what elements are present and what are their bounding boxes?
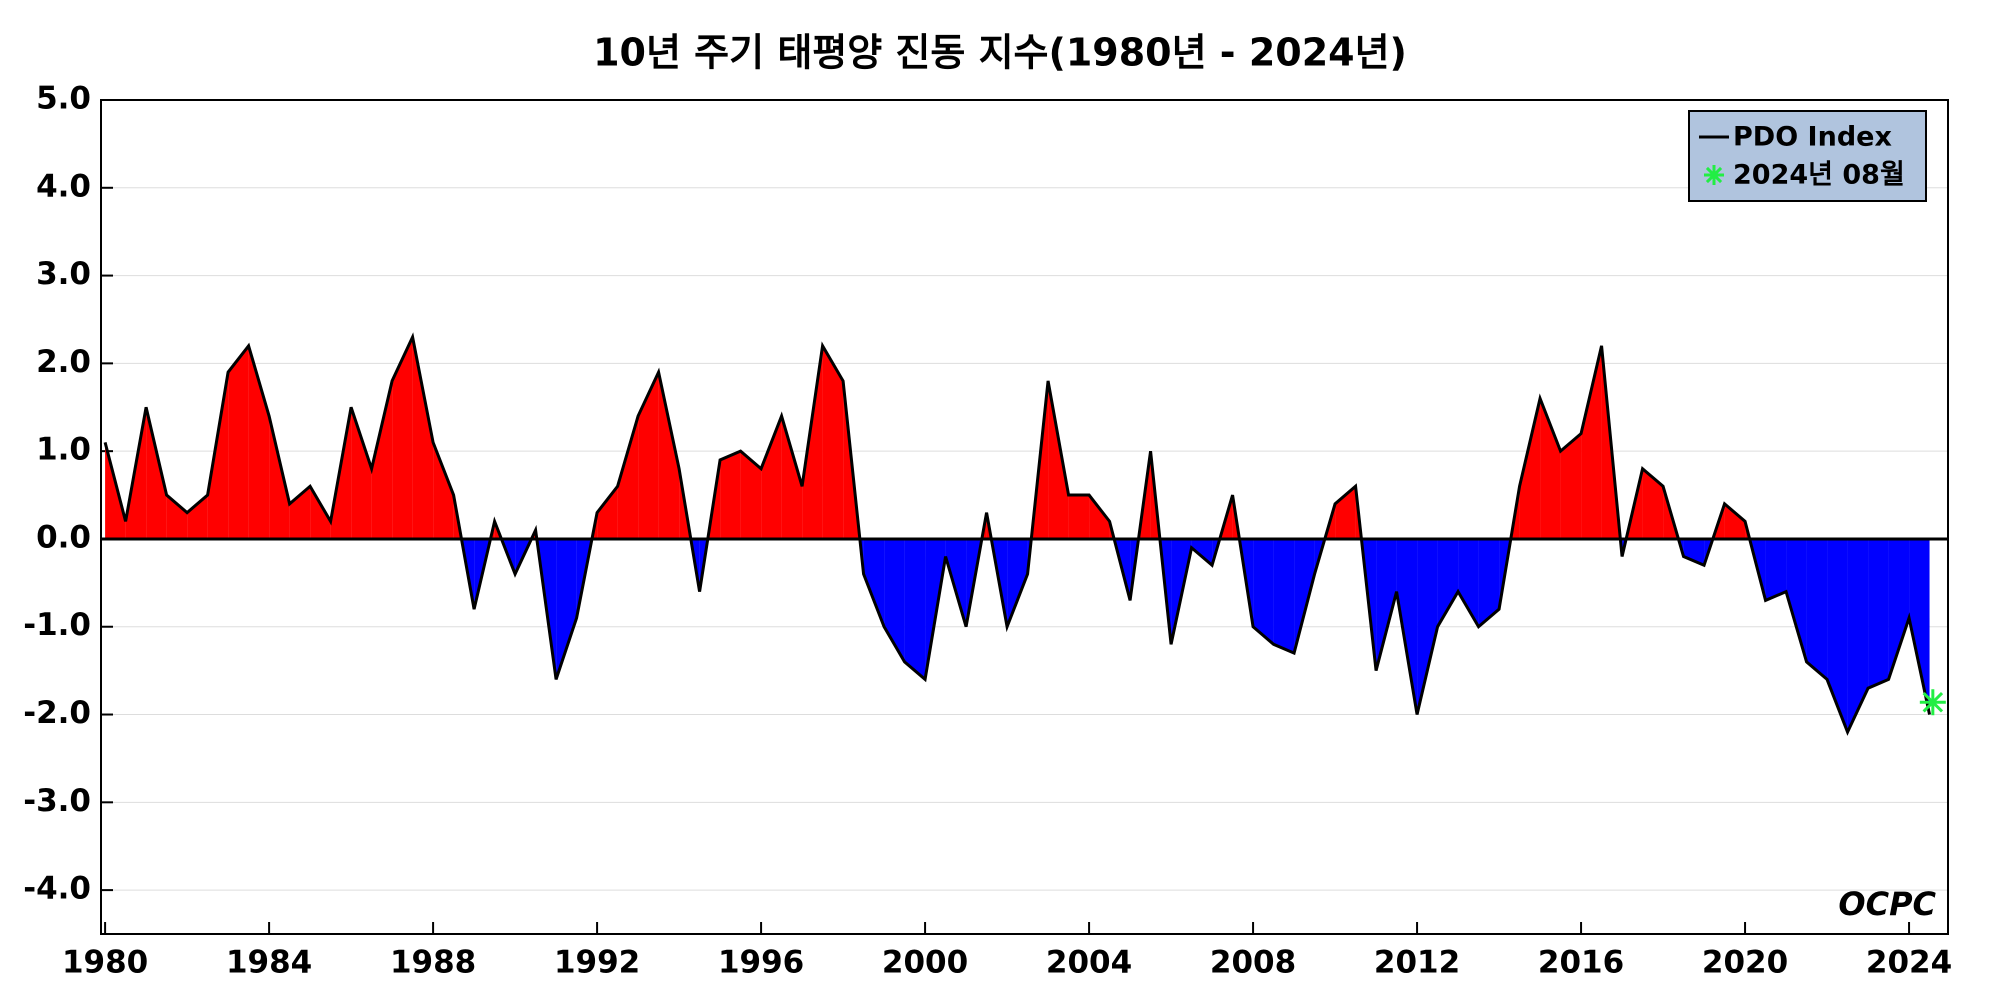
- y-tick-label: -2.0: [23, 695, 91, 731]
- area-segment: [1048, 380, 1069, 539]
- area-segment: [1683, 538, 1705, 566]
- area-segment: [310, 486, 331, 539]
- area-segment: [1396, 538, 1418, 715]
- area-segment: [351, 407, 372, 539]
- area-segment: [1519, 398, 1541, 539]
- legend-star: [1704, 165, 1724, 185]
- area-segment: [228, 345, 249, 539]
- area-segment: [1417, 538, 1438, 715]
- x-tick-label: 2024: [1866, 945, 1952, 981]
- x-tick-label: 2016: [1538, 945, 1624, 981]
- area-segment: [1294, 538, 1315, 654]
- area-segment: [1540, 398, 1561, 539]
- area-segment: [1847, 538, 1869, 733]
- area-segment: [761, 416, 782, 539]
- x-tick-label: 2000: [882, 945, 968, 981]
- legend-label: 2024년 08월: [1733, 160, 1905, 191]
- y-tick-label: 4.0: [36, 168, 91, 204]
- area-segment: [1827, 538, 1848, 733]
- index-line: [103, 332, 1932, 736]
- area-segment: [207, 372, 229, 539]
- area-segment: [1909, 538, 1930, 715]
- y-tick-label: 3.0: [36, 256, 91, 292]
- area-segment: [1786, 538, 1807, 662]
- plot-frame: [100, 99, 1949, 935]
- area-segment: [187, 495, 208, 539]
- area-segment: [1253, 538, 1274, 645]
- area-segment: [166, 495, 188, 539]
- area-segment: [822, 345, 844, 539]
- area-segment: [1724, 503, 1746, 539]
- x-tick-label: 1992: [554, 945, 640, 981]
- y-tick-label: 5.0: [36, 81, 91, 117]
- x-tick-label: 1988: [390, 945, 476, 981]
- area-segment: [1007, 538, 1028, 627]
- area-segment: [371, 380, 393, 539]
- x-tick-label: 1980: [62, 945, 148, 981]
- area-segment: [1089, 495, 1110, 539]
- area-segment: [802, 345, 823, 539]
- chart-title: 10년 주기 태평양 진동 지수(1980년 - 2024년): [593, 31, 1407, 75]
- area-segment: [1478, 538, 1500, 627]
- area-segment: [556, 538, 577, 680]
- area-segment: [904, 538, 926, 680]
- star-stroke: [1922, 691, 1944, 713]
- y-tick-label: -4.0: [23, 871, 91, 907]
- area-segment: [248, 345, 270, 539]
- x-tick-label: 1996: [718, 945, 804, 981]
- area-segment: [597, 486, 618, 539]
- area-segment: [1560, 433, 1582, 539]
- area-segment: [146, 407, 167, 539]
- x-tick-label: 1984: [226, 945, 312, 981]
- y-tick-label: -1.0: [23, 607, 91, 643]
- latest-marker: [1919, 689, 1946, 716]
- area-segment: [1581, 345, 1602, 539]
- area-segment: [781, 416, 803, 539]
- legend-label: PDO Index: [1733, 122, 1892, 153]
- area-segment: [638, 372, 659, 539]
- star-stroke: [1705, 166, 1723, 184]
- area-segment: [412, 337, 434, 539]
- y-tick-label: 0.0: [36, 519, 91, 555]
- area-segment: [269, 416, 290, 539]
- area-segment: [658, 372, 680, 539]
- area-segment: [1376, 538, 1397, 671]
- area-segment: [863, 538, 885, 627]
- area-segment: [617, 416, 639, 539]
- x-tick-label: 2008: [1210, 945, 1296, 981]
- area-segment: [1765, 538, 1787, 601]
- area-segment: [1437, 538, 1459, 627]
- area-segment: [1642, 468, 1664, 539]
- x-tick-label: 2004: [1046, 945, 1132, 981]
- area-segment: [1806, 538, 1828, 680]
- area-segment: [433, 442, 454, 539]
- area-segment: [1888, 538, 1910, 680]
- x-tick-label: 2020: [1702, 945, 1788, 981]
- area-segment: [1068, 495, 1090, 539]
- area-segment: [1191, 538, 1213, 566]
- area-segment: [720, 451, 741, 539]
- area-segment: [740, 451, 762, 539]
- area-segment: [1868, 538, 1889, 689]
- x-tick-label: 2012: [1374, 945, 1460, 981]
- area-segment: [1458, 538, 1479, 627]
- y-tick-label: -3.0: [23, 783, 91, 819]
- legend-box: [1688, 110, 1927, 202]
- area-segment: [884, 538, 905, 662]
- area-segment: [1273, 538, 1295, 654]
- y-tick-label: 1.0: [36, 432, 91, 468]
- logo: OCPC: [1838, 885, 1936, 923]
- area-segment: [392, 337, 413, 539]
- y-tick-label: 2.0: [36, 344, 91, 380]
